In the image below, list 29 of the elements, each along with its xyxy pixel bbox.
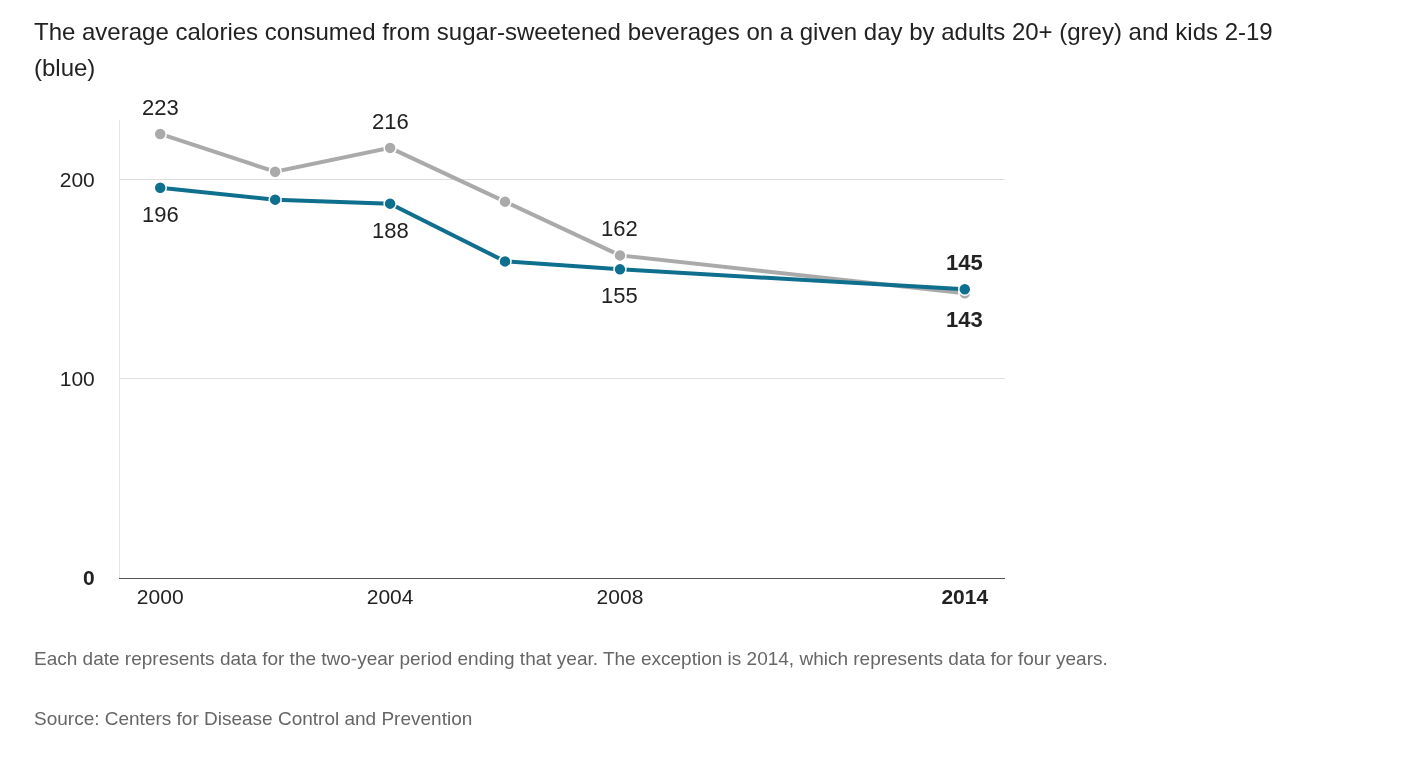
- point: [613, 248, 627, 263]
- point: [268, 192, 282, 207]
- data-label: 188: [372, 218, 409, 243]
- source-note: Source: Centers for Disease Control and Prevention: [34, 708, 473, 730]
- x-tick-label: 2014: [941, 585, 989, 609]
- point: [383, 141, 397, 155]
- point: [613, 262, 627, 277]
- data-label: 196: [142, 202, 179, 227]
- y-tick-label: 200: [59, 168, 95, 192]
- data-label: 155: [601, 283, 638, 308]
- point: [498, 254, 512, 269]
- x-tick-label: 2008: [596, 585, 644, 609]
- text: Each date represents data for the two-year period ending that year. The exception is 2014, which represents data for four years.: [34, 648, 1108, 670]
- data-label: 162: [601, 216, 638, 241]
- y-tick-label: 0: [83, 566, 95, 590]
- x-tick-label: 2004: [366, 585, 414, 609]
- point: [153, 180, 167, 195]
- data-label: 223: [142, 95, 179, 120]
- data-label: 145: [946, 250, 983, 275]
- chart-title: The average calories consumed from sugar-sweetened beverages on a given day by adults 20+ (grey) and kids 2-19 (blue): [34, 17, 1274, 83]
- data-label: 216: [372, 109, 409, 134]
- y-tick-label: 100: [59, 367, 95, 391]
- point: [498, 194, 512, 209]
- x-tick-label: 2000: [136, 585, 184, 609]
- point: [383, 196, 397, 211]
- data-label: 143: [946, 307, 983, 332]
- point: [268, 165, 282, 179]
- point: [153, 127, 167, 141]
- point: [958, 282, 972, 296]
